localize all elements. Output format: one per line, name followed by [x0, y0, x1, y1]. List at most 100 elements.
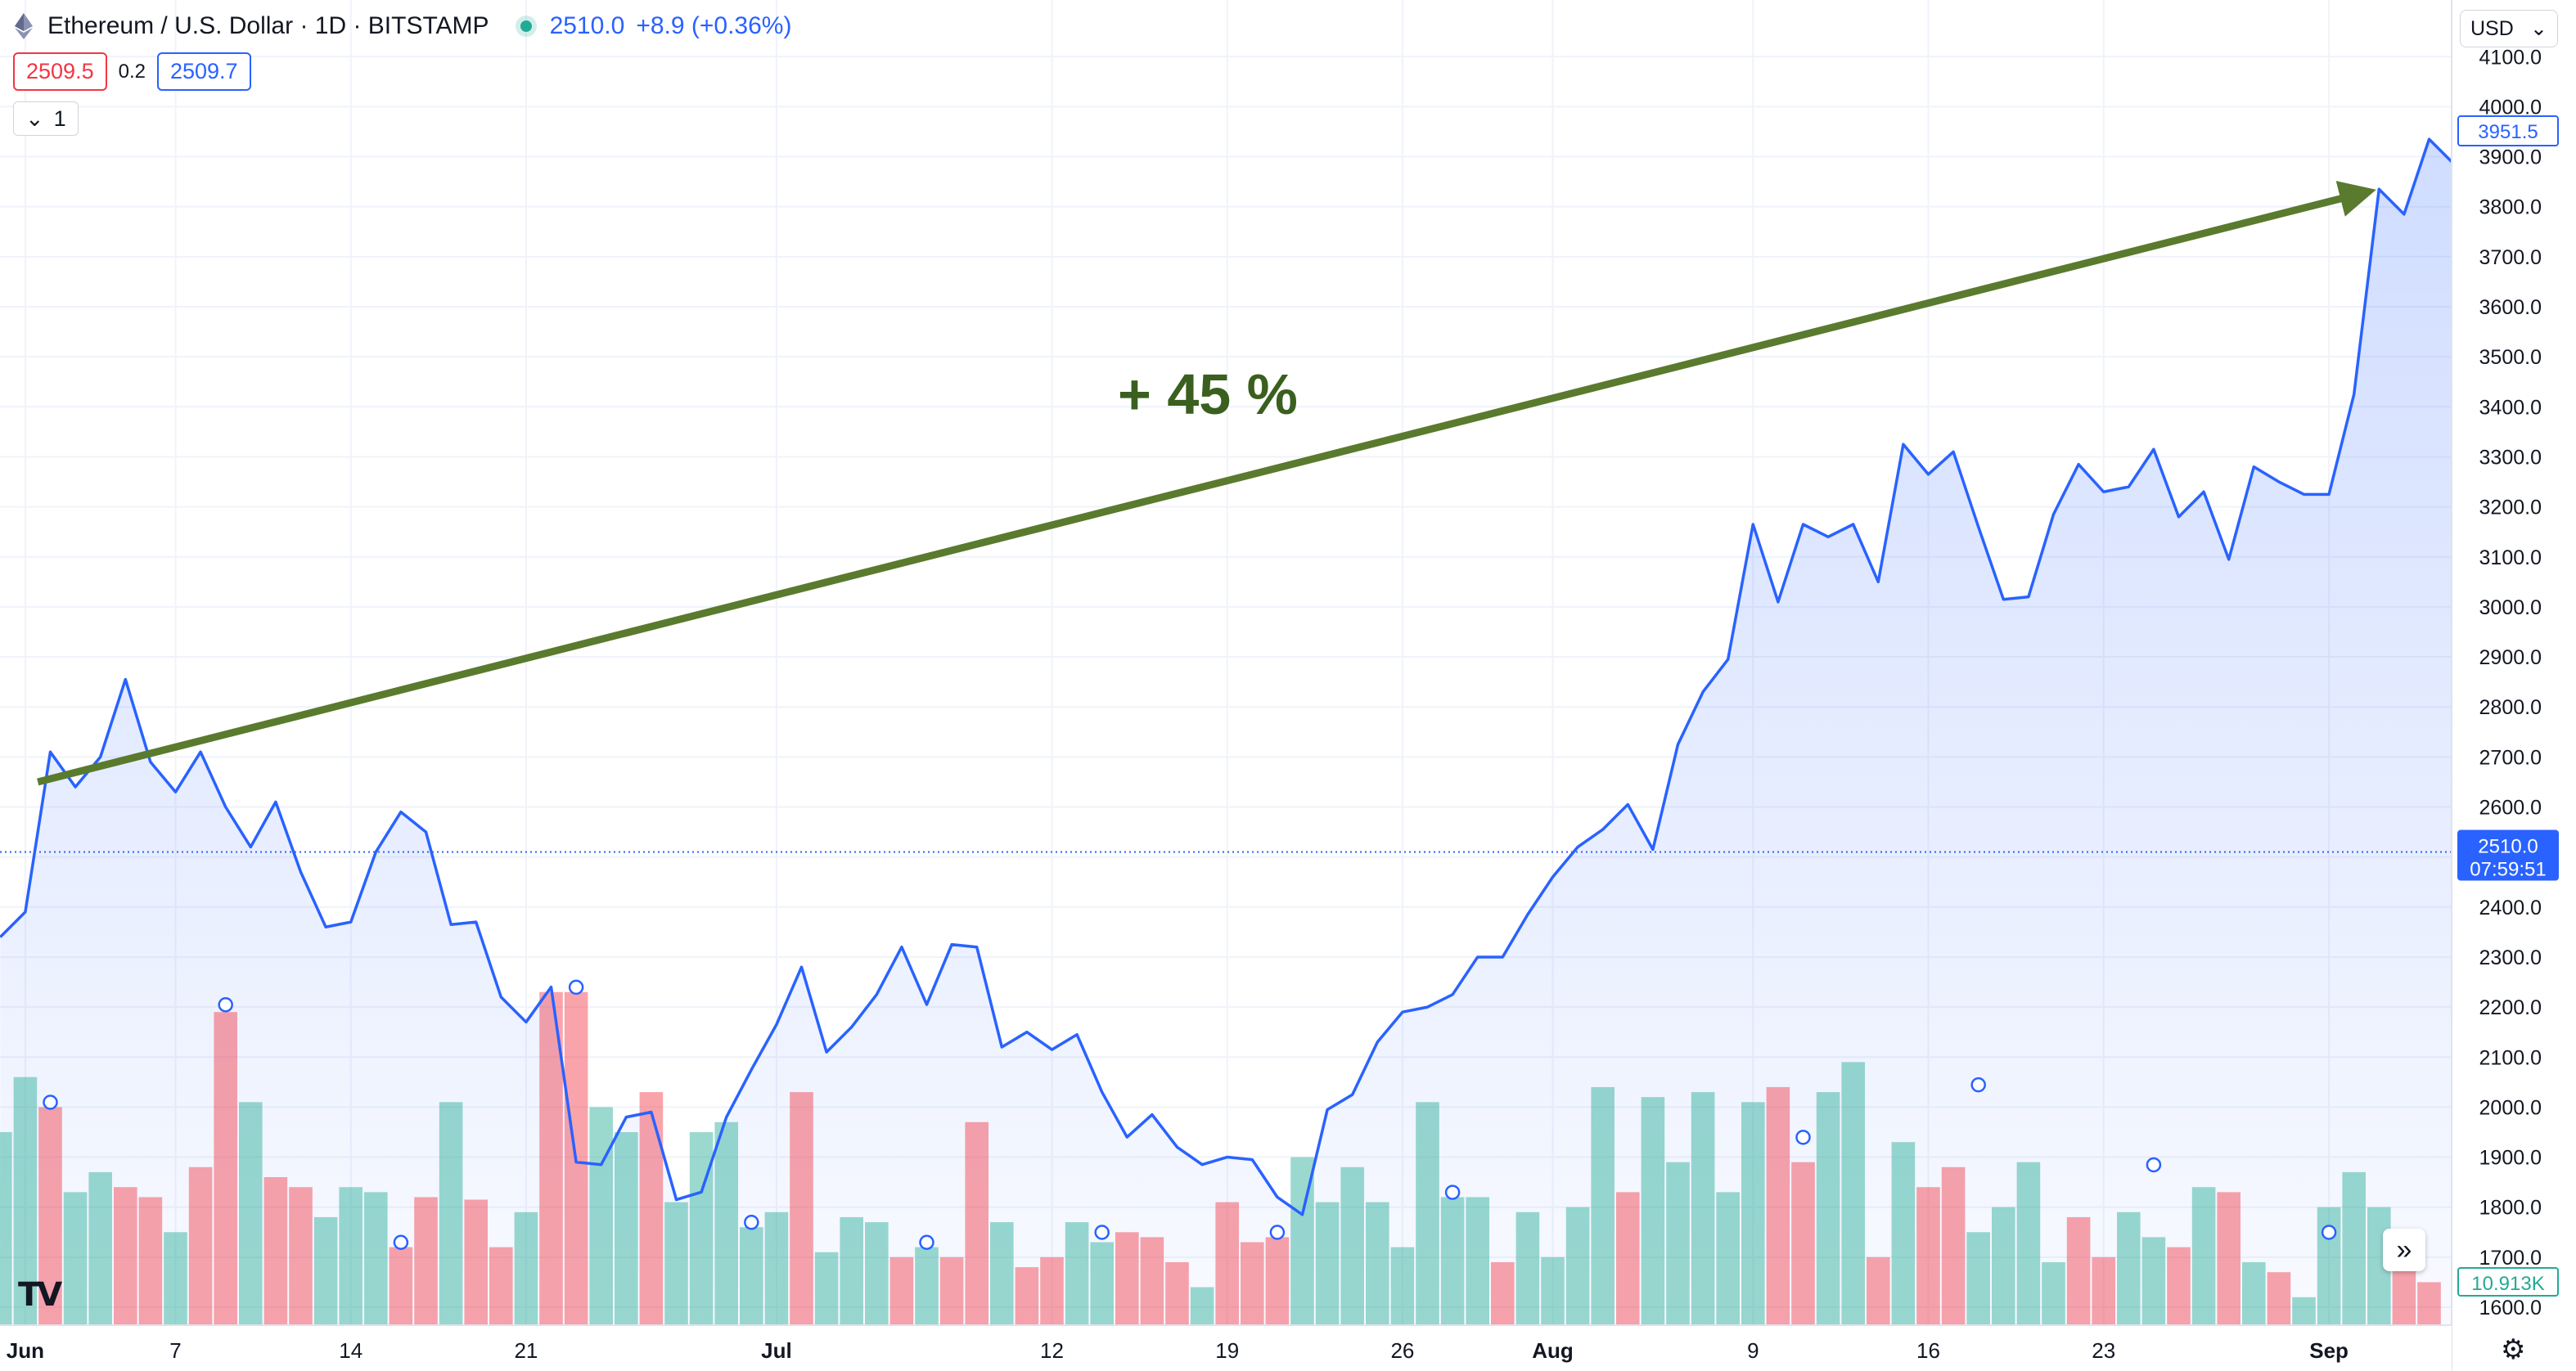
indicator-count: 1 — [53, 106, 66, 131]
volume-bar — [1816, 1092, 1840, 1325]
x-tick-label: 9 — [1747, 1338, 1759, 1363]
volume-bar — [740, 1227, 763, 1325]
x-tick-label: Jul — [761, 1338, 792, 1363]
volume-bar — [2342, 1171, 2366, 1325]
volume-bar — [1716, 1192, 1740, 1325]
x-tick-label: 7 — [169, 1338, 181, 1363]
indicators-collapse-button[interactable]: ⌄ 1 — [13, 101, 79, 136]
sell-button[interactable]: 2509.5 — [13, 52, 107, 91]
x-tick-label: 16 — [1916, 1338, 1940, 1363]
volume-bar — [965, 1122, 989, 1325]
volume-bar — [2167, 1247, 2191, 1325]
volume-bar — [339, 1187, 363, 1325]
y-tick-label: 3300.0 — [2479, 446, 2542, 469]
settings-gear-icon[interactable]: ⚙ — [2501, 1334, 2526, 1365]
event-marker — [1795, 1130, 1811, 1145]
chevron-down-icon: ⌄ — [25, 106, 44, 131]
volume-bar — [1591, 1086, 1615, 1325]
gain-annotation[interactable]: + 45 % — [1118, 362, 1298, 426]
volume-bar — [1491, 1261, 1515, 1325]
trend-arrow — [37, 181, 2376, 786]
volume-bar — [114, 1187, 137, 1325]
volume-bar — [915, 1247, 939, 1325]
scroll-to-realtime-button[interactable]: » — [2383, 1229, 2425, 1271]
event-marker — [919, 1234, 934, 1250]
volume-bar — [1891, 1142, 1916, 1325]
volume-bar — [313, 1216, 338, 1325]
x-tick-label: Jun — [7, 1338, 44, 1363]
buy-button[interactable]: 2509.7 — [156, 52, 251, 91]
double-chevron-right-icon: » — [2396, 1234, 2412, 1265]
x-tick-label: Aug — [1532, 1338, 1574, 1363]
volume-bar — [138, 1197, 163, 1325]
volume-bar — [364, 1192, 388, 1325]
volume-bar — [239, 1102, 263, 1325]
volume-bar — [1065, 1222, 1089, 1325]
event-marker — [43, 1095, 58, 1110]
volume-bar — [1541, 1256, 1565, 1325]
price-change: +8.9 (+0.36%) — [636, 12, 792, 39]
volume-bar — [1140, 1237, 1164, 1325]
volume-bar — [2292, 1297, 2316, 1325]
volume-bar — [214, 1012, 237, 1325]
volume-bar — [1440, 1197, 1465, 1325]
event-marker — [218, 997, 233, 1013]
tradingview-logo[interactable]: TV — [18, 1276, 62, 1314]
volume-bar — [2242, 1261, 2266, 1325]
event-marker — [1269, 1225, 1286, 1240]
volume-bar — [1766, 1086, 1790, 1325]
volume-bar — [1916, 1187, 1940, 1325]
volume-bar — [1616, 1192, 1640, 1325]
event-marker — [568, 979, 584, 996]
volume-bar — [840, 1216, 863, 1325]
volume-bar — [639, 1092, 664, 1325]
volume-bar — [2066, 1216, 2091, 1325]
volume-bar — [990, 1222, 1014, 1325]
current-price-badge-text: 2510.0 — [2478, 836, 2538, 858]
volume-bar — [439, 1102, 463, 1325]
volume-bar — [1340, 1166, 1364, 1325]
spread-value: 0.2 — [118, 60, 146, 83]
volume-bar — [615, 1131, 638, 1325]
symbol-title[interactable]: Ethereum / U.S. Dollar · 1D · BITSTAMP — [47, 12, 489, 39]
volume-bar — [38, 1107, 62, 1325]
volume-bar — [1565, 1207, 1590, 1325]
y-tick-label: 4000.0 — [2479, 96, 2542, 119]
event-marker — [1970, 1077, 1986, 1093]
volume-bar — [1366, 1202, 1389, 1325]
y-tick-label: 2400.0 — [2479, 897, 2542, 919]
x-tick-label: 19 — [1215, 1338, 1239, 1363]
current-price-badge-text: 07:59:51 — [2470, 859, 2546, 881]
event-marker — [1094, 1225, 1110, 1240]
time-axis-bg — [0, 1325, 2452, 1371]
y-tick-label: 1900.0 — [2479, 1147, 2542, 1170]
volume-bar — [1641, 1097, 1665, 1325]
x-tick-label: Sep — [2309, 1338, 2349, 1363]
volume-bar — [2092, 1256, 2115, 1325]
y-tick-label: 2900.0 — [2479, 646, 2542, 669]
ethereum-icon — [15, 13, 33, 39]
volume-bar — [1941, 1166, 1966, 1325]
buy-sell-row: 2509.5 0.2 2509.7 — [13, 52, 251, 91]
currency-select[interactable]: USD ⌄ — [2460, 10, 2558, 47]
event-marker — [1444, 1184, 1461, 1200]
y-tick-label: 2300.0 — [2479, 946, 2542, 969]
volume-bar — [2117, 1211, 2141, 1325]
volume-bar — [164, 1232, 187, 1325]
volume-bar — [714, 1122, 738, 1325]
volume-bar — [289, 1187, 313, 1325]
volume-bar — [1666, 1162, 1690, 1325]
y-tick-label: 2200.0 — [2479, 996, 2542, 1019]
last-price-badge-text: 3951.5 — [2478, 121, 2538, 143]
y-tick-label: 2700.0 — [2479, 746, 2542, 769]
last-price: 2510.0 — [549, 12, 625, 39]
y-tick-label: 3700.0 — [2479, 246, 2542, 269]
event-marker — [393, 1234, 409, 1250]
volume-bar — [88, 1171, 112, 1325]
price-scale-bg — [2452, 0, 2576, 1371]
volume-bar — [1015, 1267, 1039, 1325]
event-marker — [2321, 1225, 2337, 1240]
y-tick-label: 3600.0 — [2479, 296, 2542, 319]
y-tick-label: 1600.0 — [2479, 1297, 2542, 1319]
